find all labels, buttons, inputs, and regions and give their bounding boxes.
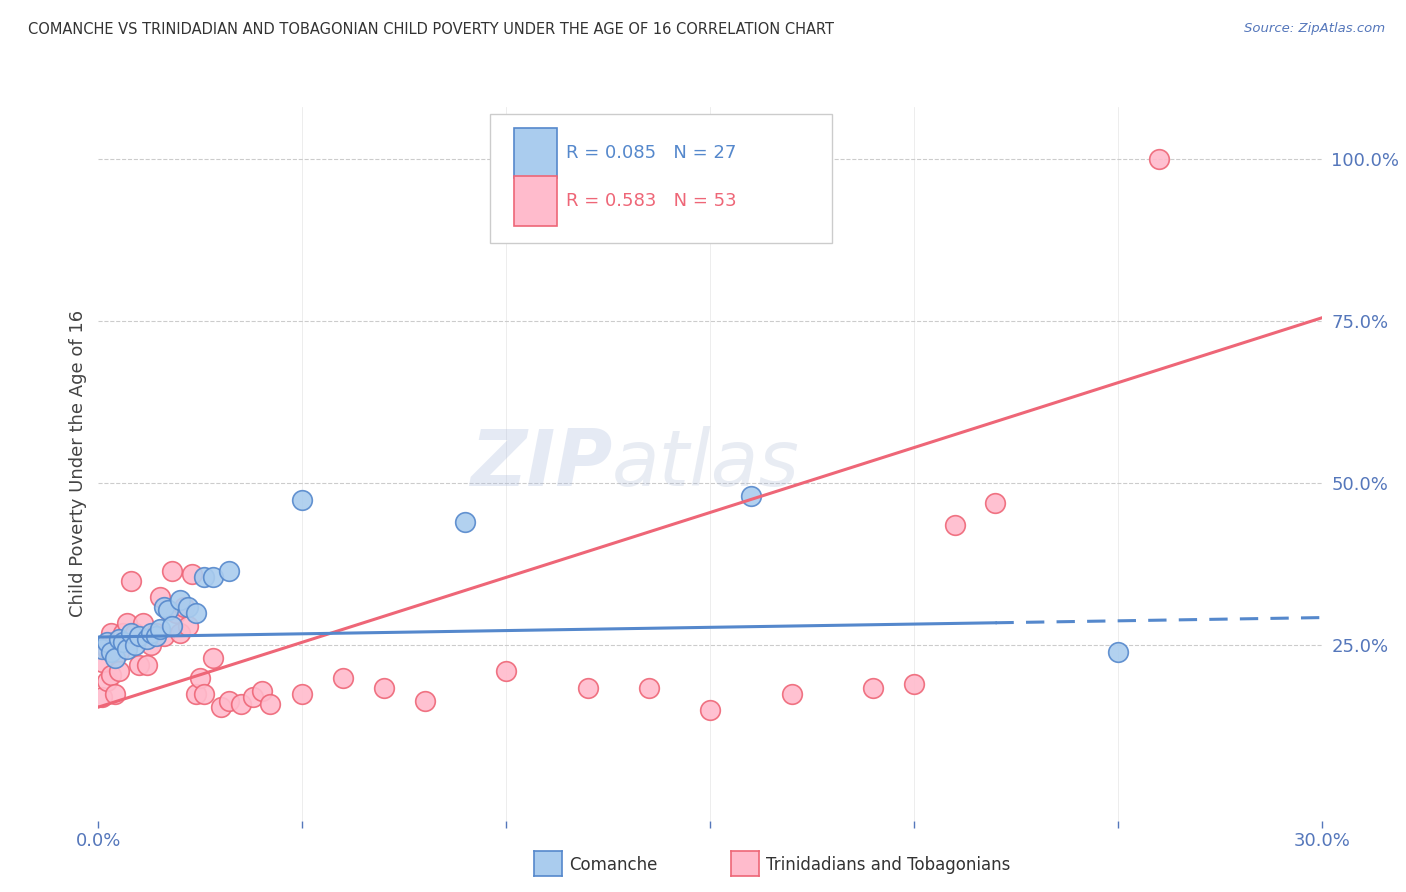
Point bbox=[111, 625, 134, 640]
Point bbox=[111, 635, 134, 649]
Point bbox=[177, 599, 200, 614]
Point bbox=[291, 492, 314, 507]
Point bbox=[91, 655, 114, 669]
Point bbox=[242, 690, 264, 705]
Point bbox=[780, 687, 803, 701]
Point bbox=[903, 677, 925, 691]
FancyBboxPatch shape bbox=[515, 177, 557, 227]
Point bbox=[120, 632, 142, 646]
Point bbox=[250, 684, 273, 698]
Point bbox=[152, 629, 174, 643]
Point bbox=[145, 625, 167, 640]
Text: Comanche: Comanche bbox=[569, 856, 658, 874]
Point bbox=[201, 570, 224, 584]
Point bbox=[454, 515, 477, 529]
Point bbox=[104, 687, 127, 701]
Point bbox=[149, 590, 172, 604]
Point bbox=[259, 697, 281, 711]
Point bbox=[291, 687, 314, 701]
Point bbox=[218, 564, 240, 578]
Point bbox=[104, 635, 127, 649]
Point bbox=[91, 641, 114, 656]
Point bbox=[218, 693, 240, 707]
Point bbox=[156, 603, 179, 617]
Point bbox=[104, 651, 127, 665]
Text: R = 0.583   N = 53: R = 0.583 N = 53 bbox=[565, 193, 737, 211]
Point bbox=[120, 625, 142, 640]
Point bbox=[152, 599, 174, 614]
Point bbox=[108, 665, 131, 679]
Point bbox=[108, 645, 131, 659]
Point bbox=[160, 619, 183, 633]
Point bbox=[136, 657, 159, 672]
Point bbox=[1107, 645, 1129, 659]
Point bbox=[91, 690, 114, 705]
Point bbox=[177, 619, 200, 633]
Point bbox=[173, 599, 195, 614]
Point bbox=[124, 639, 146, 653]
Point bbox=[96, 641, 118, 656]
Text: R = 0.085   N = 27: R = 0.085 N = 27 bbox=[565, 145, 737, 162]
Point bbox=[96, 635, 118, 649]
Point bbox=[115, 641, 138, 656]
Text: ZIP: ZIP bbox=[470, 425, 612, 502]
Point bbox=[115, 615, 138, 630]
Point bbox=[984, 496, 1007, 510]
FancyBboxPatch shape bbox=[515, 128, 557, 178]
Point bbox=[231, 697, 253, 711]
Point bbox=[100, 645, 122, 659]
Point bbox=[141, 639, 163, 653]
Point bbox=[862, 681, 884, 695]
Point bbox=[638, 681, 661, 695]
Point bbox=[136, 632, 159, 646]
Point bbox=[943, 518, 966, 533]
Point bbox=[699, 703, 721, 717]
Text: Trinidadians and Tobagonians: Trinidadians and Tobagonians bbox=[766, 856, 1011, 874]
Point bbox=[373, 681, 395, 695]
Point bbox=[128, 629, 150, 643]
Point bbox=[332, 671, 354, 685]
Text: Source: ZipAtlas.com: Source: ZipAtlas.com bbox=[1244, 22, 1385, 36]
Point bbox=[169, 625, 191, 640]
Y-axis label: Child Poverty Under the Age of 16: Child Poverty Under the Age of 16 bbox=[69, 310, 87, 617]
Point bbox=[100, 667, 122, 681]
Point bbox=[160, 564, 183, 578]
Point bbox=[124, 625, 146, 640]
Point bbox=[740, 489, 762, 503]
Point bbox=[186, 606, 208, 620]
Point bbox=[108, 632, 131, 646]
Point bbox=[128, 657, 150, 672]
Point bbox=[201, 651, 224, 665]
Point bbox=[145, 629, 167, 643]
Point bbox=[132, 615, 155, 630]
Point bbox=[156, 603, 179, 617]
Point bbox=[186, 687, 208, 701]
Point bbox=[413, 693, 436, 707]
Text: atlas: atlas bbox=[612, 425, 800, 502]
Point bbox=[576, 681, 599, 695]
Point bbox=[188, 671, 212, 685]
Point bbox=[1147, 152, 1170, 166]
Text: COMANCHE VS TRINIDADIAN AND TOBAGONIAN CHILD POVERTY UNDER THE AGE OF 16 CORRELA: COMANCHE VS TRINIDADIAN AND TOBAGONIAN C… bbox=[28, 22, 834, 37]
Point bbox=[120, 574, 142, 588]
Point bbox=[165, 606, 187, 620]
Point bbox=[169, 593, 191, 607]
Point bbox=[209, 700, 232, 714]
Point bbox=[495, 665, 517, 679]
Point bbox=[193, 570, 215, 584]
Point bbox=[141, 625, 163, 640]
Point bbox=[181, 567, 204, 582]
Point bbox=[100, 625, 122, 640]
Point bbox=[96, 674, 118, 689]
Point bbox=[193, 687, 215, 701]
Point bbox=[149, 622, 172, 636]
FancyBboxPatch shape bbox=[489, 114, 832, 243]
